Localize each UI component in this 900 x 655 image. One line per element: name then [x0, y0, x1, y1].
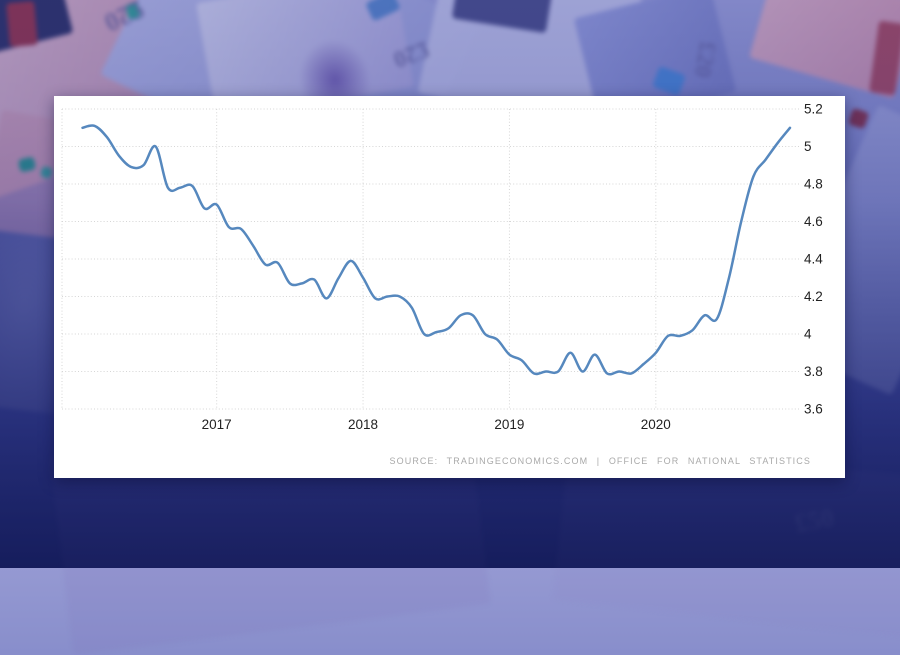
x-axis-label-2020: 2020	[641, 417, 671, 432]
chart-card: 5.2 5 4.8 4.6 4.4 4.2 4 3.8 3.6 2017 2018 2019 2020 …	[54, 96, 845, 478]
x-axis-label-2018: 2018	[348, 417, 378, 432]
x-axis-label-2019: 2019	[494, 417, 524, 432]
y-axis-label-4: 4	[804, 327, 812, 342]
y-axis-label-4.2: 4.2	[804, 289, 823, 304]
y-axis-label-5.2: 5.2	[804, 102, 823, 117]
unemployment-rate-line	[81, 124, 792, 376]
y-axis-label-4.4: 4.4	[804, 252, 823, 267]
source-attribution: SOURCE: TRADINGECONOMICS.COM | OFFICE FO…	[389, 456, 811, 466]
y-axis-label-4.6: 4.6	[804, 214, 823, 229]
unemployment-line-chart: 5.2 5 4.8 4.6 4.4 4.2 4 3.8 3.6 2017 2018 2019 2020	[61, 102, 823, 432]
y-axis-label-5: 5	[804, 139, 812, 154]
x-axis-label-2017: 2017	[202, 417, 232, 432]
y-axis-label-3.8: 3.8	[804, 364, 823, 379]
y-axis-label-3.6: 3.6	[804, 402, 823, 417]
y-axis-label-4.8: 4.8	[804, 177, 823, 192]
